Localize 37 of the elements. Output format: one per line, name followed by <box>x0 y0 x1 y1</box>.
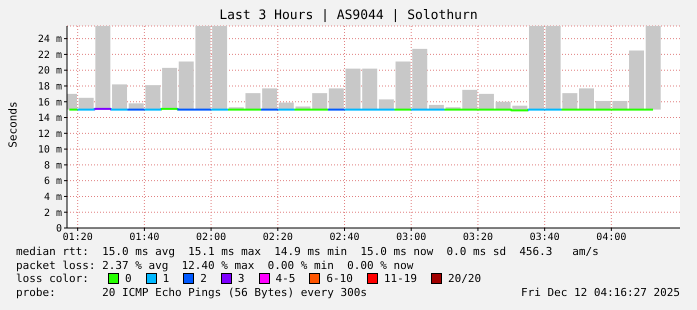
x-tick-label: 01:40 <box>129 232 160 244</box>
x-tick-label: 02:00 <box>196 232 226 244</box>
y-tick-label: 24 m <box>38 34 62 46</box>
text: 4-5 <box>274 272 296 286</box>
text: probe: 20 ICMP Echo Pings (56 Bytes) every 300s <box>16 286 367 299</box>
text: Fri Dec 12 04:16:27 2025 <box>521 286 680 299</box>
text: 20/20 <box>447 272 482 286</box>
y-tick-label: 2 m <box>44 208 62 219</box>
y-tick-label: 12 m <box>38 128 62 140</box>
x-tick-label: 03:40 <box>530 232 560 244</box>
text: packet loss: 2.37 % avg 12.40 % max 0.00 % min 0.00 % now <box>16 258 414 272</box>
x-tick-label: 04:00 <box>596 232 626 244</box>
x-tick-label: 01:20 <box>62 232 93 244</box>
text: 0 <box>124 272 132 286</box>
text: 6-10 <box>325 272 353 286</box>
y-tick-label: 8 m <box>44 160 62 172</box>
y-tick-label: 14 m <box>38 113 62 124</box>
x-tick-label: 03:00 <box>396 232 426 244</box>
text: loss color: <box>16 272 90 286</box>
x-tick-label: 02:40 <box>329 232 360 244</box>
y-tick-label: 16 m <box>38 97 62 108</box>
x-tick-label: 03:20 <box>462 232 493 244</box>
x-tick-label: 02:20 <box>262 232 293 244</box>
text: median rtt: 15.0 ms avg 15.1 ms max 14.9 ms min 15.0 ms now 0.0 ms sd 456.3 am/s <box>16 245 600 258</box>
text: 2 <box>199 272 207 286</box>
text: 11-19 <box>382 272 417 286</box>
y-tick-label: 6 m <box>44 176 62 188</box>
y-tick-label: 18 m <box>38 82 62 93</box>
text: 3 <box>236 272 244 286</box>
y-tick-label: 10 m <box>38 144 62 156</box>
chart-title: Last 3 Hours | AS9044 | Solothurn <box>218 8 479 23</box>
y-tick-label: 22 m <box>38 50 62 61</box>
y-tick-label: 0 <box>56 224 62 235</box>
text: 1 <box>162 272 170 286</box>
y-tick-label: 4 m <box>44 192 62 203</box>
y-tick-label: 20 m <box>38 66 62 77</box>
y-axis-title: Seconds <box>6 100 20 150</box>
